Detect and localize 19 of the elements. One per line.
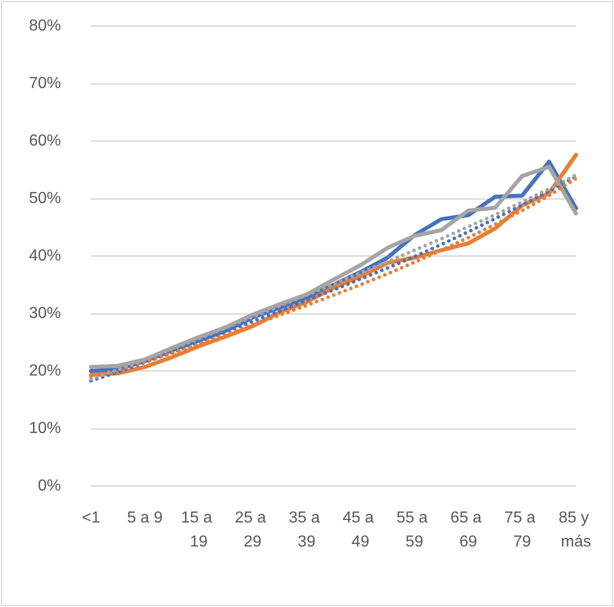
y-tick-label: 30% [28,305,61,322]
x-tick-label: 25 a 29 [234,510,270,550]
y-tick-label: 20% [28,362,61,380]
y-tick-label: 0% [38,478,61,494]
x-tick-label: 35 a 39 [288,510,324,550]
y-tick-label: 50% [28,190,61,207]
x-tick-label: <1 [82,510,100,526]
x-tick-label: 5 a 9 [127,510,163,526]
y-tick-label: 60% [28,132,61,150]
y-tick-label: 10% [28,420,61,437]
y-tick-label: 80% [28,18,61,34]
x-tick-label: 15 a 19 [180,510,217,550]
x-tick-label: 75 a 79 [504,510,540,550]
x-tick-label: 65 a 69 [450,510,486,550]
x-tick-label: 85 y más [558,510,594,550]
y-tick-label: 40% [28,248,61,264]
y-tick-label: 70% [28,75,61,92]
x-tick-label: 55 a 59 [396,510,432,550]
x-tick-label: 45 a 49 [342,510,378,550]
